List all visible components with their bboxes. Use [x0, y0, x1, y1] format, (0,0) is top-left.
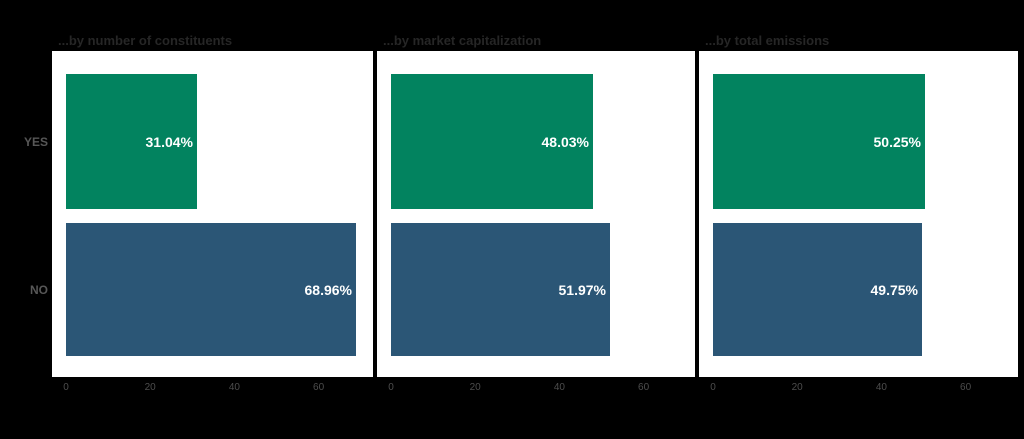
y-axis-label-no: NO [30, 282, 48, 297]
bar-value-label: 48.03% [541, 133, 589, 150]
x-tick-label: 60 [313, 382, 325, 393]
bar-value-label: 68.96% [304, 281, 352, 298]
plot-area: 31.04% 68.96% [52, 51, 373, 377]
x-tick-label: 60 [638, 382, 650, 393]
x-tick-label: 20 [791, 382, 803, 393]
x-tick-label: 40 [875, 382, 887, 393]
bar-value-label: 50.25% [873, 133, 921, 150]
bar-yes: 50.25% [713, 74, 925, 209]
x-tick-label: 20 [144, 382, 156, 393]
bar-value-label: 51.97% [558, 281, 606, 298]
bar-value-label: 49.75% [870, 281, 918, 298]
bar-no: 49.75% [713, 223, 922, 356]
x-tick-label: 0 [388, 382, 394, 393]
x-tick-label: 20 [469, 382, 481, 393]
panel-title: ...by number of constituents [58, 33, 233, 48]
x-tick-label: 40 [553, 382, 565, 393]
y-axis-label-yes: YES [23, 134, 48, 149]
x-tick-label: 60 [960, 382, 972, 393]
x-tick-label: 0 [63, 382, 69, 393]
panel-title: ...by total emissions [705, 33, 830, 48]
panel-title: ...by market capitalization [383, 33, 542, 48]
plot-area: 50.25% 49.75% [699, 51, 1018, 377]
bar-yes: 31.04% [66, 74, 197, 209]
bar-no: 51.97% [391, 223, 610, 356]
bar-yes: 48.03% [391, 74, 593, 209]
x-tick-label: 0 [710, 382, 716, 393]
plot-area: 48.03% 51.97% [377, 51, 695, 377]
bar-value-label: 31.04% [145, 133, 193, 150]
x-tick-label: 40 [228, 382, 240, 393]
bar-no: 68.96% [66, 223, 356, 356]
